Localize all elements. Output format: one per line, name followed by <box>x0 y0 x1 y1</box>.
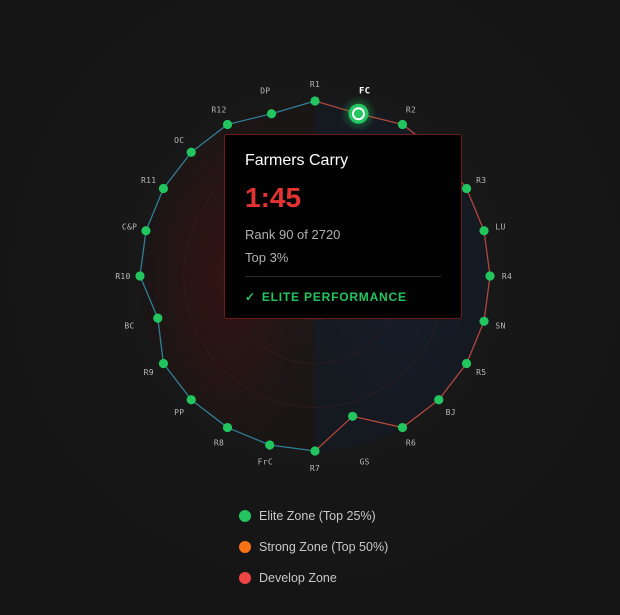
series-line-segment <box>269 444 316 452</box>
series-line-segment <box>352 415 403 429</box>
axis-label-pp: PP <box>174 408 184 417</box>
legend-item-strong[interactable]: Strong Zone (Top 50%) <box>239 538 388 569</box>
series-line-segment <box>465 188 485 231</box>
data-point-r3[interactable] <box>461 183 472 194</box>
tooltip-time-value: 1:45 <box>245 182 302 213</box>
data-point-r11[interactable] <box>158 183 169 194</box>
axis-label-fc: FC <box>359 87 370 97</box>
data-point-r7[interactable] <box>310 446 320 456</box>
legend-item-elite[interactable]: Elite Zone (Top 25%) <box>239 507 388 538</box>
axis-label-r5: R5 <box>476 368 486 377</box>
axis-label-gs: GS <box>360 457 370 466</box>
legend-label: Elite Zone (Top 25%) <box>259 509 376 523</box>
data-point-r2[interactable] <box>397 119 408 130</box>
tooltip-percentile: Top 3% <box>245 250 289 265</box>
axis-label-dp: DP <box>260 87 270 96</box>
axis-label-bc: BC <box>124 322 134 331</box>
axis-label-r11: R11 <box>141 176 156 185</box>
data-point-lu[interactable] <box>479 226 489 236</box>
axis-label-r1: R1 <box>310 80 320 89</box>
axis-label-r8: R8 <box>214 438 224 447</box>
legend-label: Strong Zone (Top 50%) <box>259 540 389 554</box>
data-point-dp[interactable] <box>266 109 277 119</box>
axis-label-lu: LU <box>495 222 505 231</box>
axis-label-r6: R6 <box>406 438 416 447</box>
data-point-sn[interactable] <box>479 316 489 326</box>
series-line-segment <box>145 188 165 231</box>
data-point-frc[interactable] <box>265 440 275 450</box>
axis-label-r4: R4 <box>502 272 512 281</box>
series-line-segment <box>190 123 228 153</box>
series-line-segment <box>465 321 485 364</box>
axis-label-sn: SN <box>495 322 505 331</box>
legend-dot-icon <box>239 572 251 584</box>
series-line-segment <box>271 100 316 115</box>
check-icon: ✓ <box>245 290 256 304</box>
active-point-ring <box>351 107 365 121</box>
legend-dot-icon <box>239 510 251 522</box>
legend-label: Develop Zone <box>259 571 337 585</box>
axis-label-r2: R2 <box>406 106 416 115</box>
series-line-segment <box>139 275 159 319</box>
series-line-segment <box>162 363 192 401</box>
data-point-r9[interactable] <box>158 358 169 369</box>
axis-label-bj: BJ <box>446 408 456 417</box>
data-point-r8[interactable] <box>222 422 233 433</box>
series-line-segment <box>483 230 491 277</box>
badge-label: ELITE PERFORMANCE <box>261 290 407 304</box>
series-line-segment <box>314 415 354 452</box>
legend-item-develop[interactable]: Develop Zone <box>239 569 388 600</box>
axis-labels: R1FCR2SPR3LUR4SNR5BJR6GSR7FrCR8PPR9BCR10… <box>115 80 512 473</box>
tooltip-title: Farmers Carry <box>245 152 349 169</box>
series-line-segment <box>402 399 440 429</box>
axis-label-r7: R7 <box>310 464 320 473</box>
active-data-point[interactable] <box>348 103 369 124</box>
series-line-segment <box>157 318 165 364</box>
elite-performance-badge: ✓ ELITE PERFORMANCE <box>245 290 407 304</box>
series-line-segment <box>190 399 228 429</box>
chart-legend: Elite Zone (Top 25%) Strong Zone (Top 50… <box>239 507 388 600</box>
axis-label-r9: R9 <box>144 368 154 377</box>
series-line-segment <box>139 230 147 277</box>
tooltip-rank: Rank 90 of 2720 <box>245 227 341 242</box>
series-line-segment <box>227 113 272 126</box>
data-point-r1[interactable] <box>310 96 320 106</box>
series-line-segment <box>483 275 491 322</box>
data-point-bj[interactable] <box>434 395 444 405</box>
series-line-segment <box>162 151 192 189</box>
data-point-bc[interactable] <box>153 313 163 323</box>
data-point-r4[interactable] <box>485 271 495 281</box>
data-point-oc[interactable] <box>186 147 196 157</box>
axis-label-r3: R3 <box>476 176 486 185</box>
data-point-r6[interactable] <box>397 422 408 433</box>
tooltip-divider <box>245 276 441 277</box>
data-point-r5[interactable] <box>461 358 472 369</box>
axis-label-frc: FrC <box>258 457 273 466</box>
series-line-segment <box>227 426 270 446</box>
axis-label-r10: R10 <box>115 272 130 281</box>
axis-label-cp: C&P <box>122 222 137 231</box>
axis-label-oc: OC <box>174 136 184 145</box>
data-points <box>135 95 495 456</box>
data-point-r12[interactable] <box>222 119 233 130</box>
metric-tooltip: Farmers Carry 1:45 Rank 90 of 2720 Top 3… <box>224 134 462 319</box>
data-point-pp[interactable] <box>186 395 196 405</box>
data-point-r10[interactable] <box>135 271 145 281</box>
data-point-cp[interactable] <box>141 226 151 236</box>
data-point-gs[interactable] <box>347 411 358 421</box>
axis-label-r12: R12 <box>211 106 226 115</box>
legend-dot-icon <box>239 541 251 553</box>
series-line-segment <box>438 363 468 401</box>
